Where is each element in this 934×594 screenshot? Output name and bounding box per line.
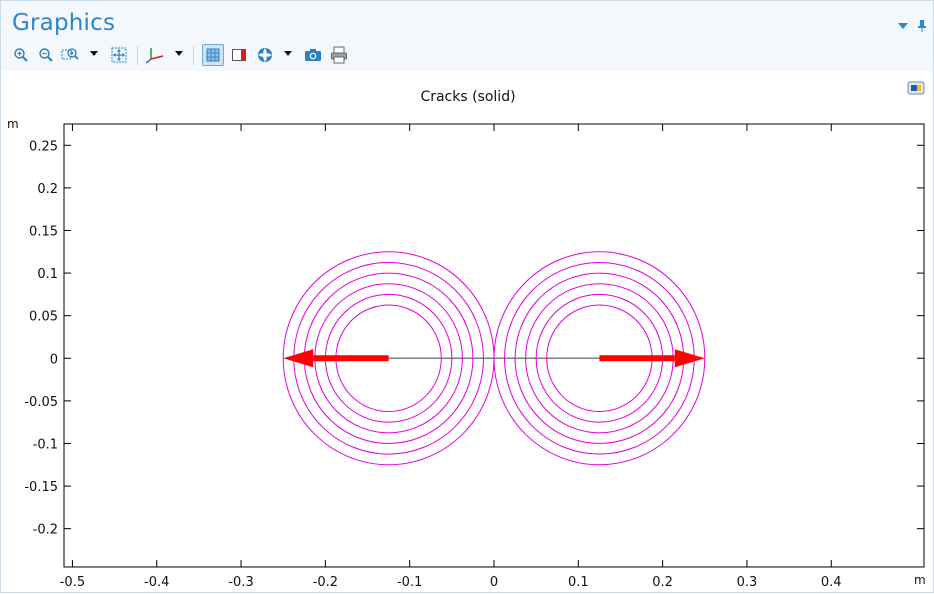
x-tick-label: -0.2 bbox=[313, 575, 338, 590]
dropdown-arrow-icon[interactable] bbox=[896, 18, 910, 32]
crack-arrow-head bbox=[283, 349, 314, 368]
x-tick-label: 0.4 bbox=[821, 575, 842, 590]
plot-frame bbox=[63, 123, 925, 568]
zoom-in-icon[interactable] bbox=[10, 44, 32, 66]
show-grid-icon[interactable] bbox=[202, 44, 224, 66]
y-tick-label: -0.1 bbox=[33, 437, 58, 452]
x-tick-label: 0.2 bbox=[652, 575, 673, 590]
axis-orientation-icon[interactable] bbox=[144, 44, 166, 66]
x-tick-label: 0 bbox=[490, 575, 498, 590]
x-tick-label: -0.4 bbox=[144, 575, 169, 590]
y-axis-unit: m bbox=[7, 117, 19, 131]
y-tick-label: 0.1 bbox=[37, 267, 58, 282]
plot-title: Cracks (solid) bbox=[420, 89, 516, 105]
x-tick-label: 0.1 bbox=[568, 575, 589, 590]
y-tick-label: -0.15 bbox=[24, 480, 58, 495]
y-tick-label: 0.15 bbox=[29, 224, 58, 239]
crack-arrow-head bbox=[674, 349, 705, 368]
y-tick-label: -0.2 bbox=[33, 523, 58, 538]
camera-icon[interactable] bbox=[302, 44, 324, 66]
print-icon[interactable] bbox=[328, 44, 350, 66]
x-tick-label: 0.3 bbox=[737, 575, 758, 590]
legend-icon[interactable] bbox=[228, 44, 250, 66]
y-tick-label: 0 bbox=[50, 352, 58, 367]
x-tick-label: -0.1 bbox=[397, 575, 422, 590]
y-tick-label: 0.25 bbox=[29, 139, 58, 154]
zoom-extents-icon[interactable] bbox=[108, 44, 130, 66]
zoom-box-dropdown-icon[interactable] bbox=[90, 51, 98, 56]
x-tick-label: -0.5 bbox=[60, 575, 85, 590]
zoom-box-icon[interactable] bbox=[60, 44, 82, 66]
toolbar-separator bbox=[137, 46, 138, 65]
y-tick-label: -0.05 bbox=[24, 395, 58, 410]
zoom-out-icon[interactable] bbox=[35, 44, 57, 66]
toolbar-separator bbox=[193, 46, 194, 65]
panel-title: Graphics bbox=[12, 10, 116, 36]
graphics-header: Graphics bbox=[1, 1, 933, 71]
x-tick-label: -0.3 bbox=[228, 575, 253, 590]
pin-icon[interactable] bbox=[915, 18, 929, 32]
x-axis-unit: m bbox=[914, 573, 926, 587]
scene-light-dropdown-icon[interactable] bbox=[284, 51, 292, 56]
scene-light-icon[interactable] bbox=[254, 44, 276, 66]
axis-orientation-dropdown-icon[interactable] bbox=[175, 51, 183, 56]
color-table-icon[interactable] bbox=[907, 80, 925, 95]
y-tick-label: 0.05 bbox=[29, 310, 58, 325]
y-tick-label: 0.2 bbox=[37, 182, 58, 197]
